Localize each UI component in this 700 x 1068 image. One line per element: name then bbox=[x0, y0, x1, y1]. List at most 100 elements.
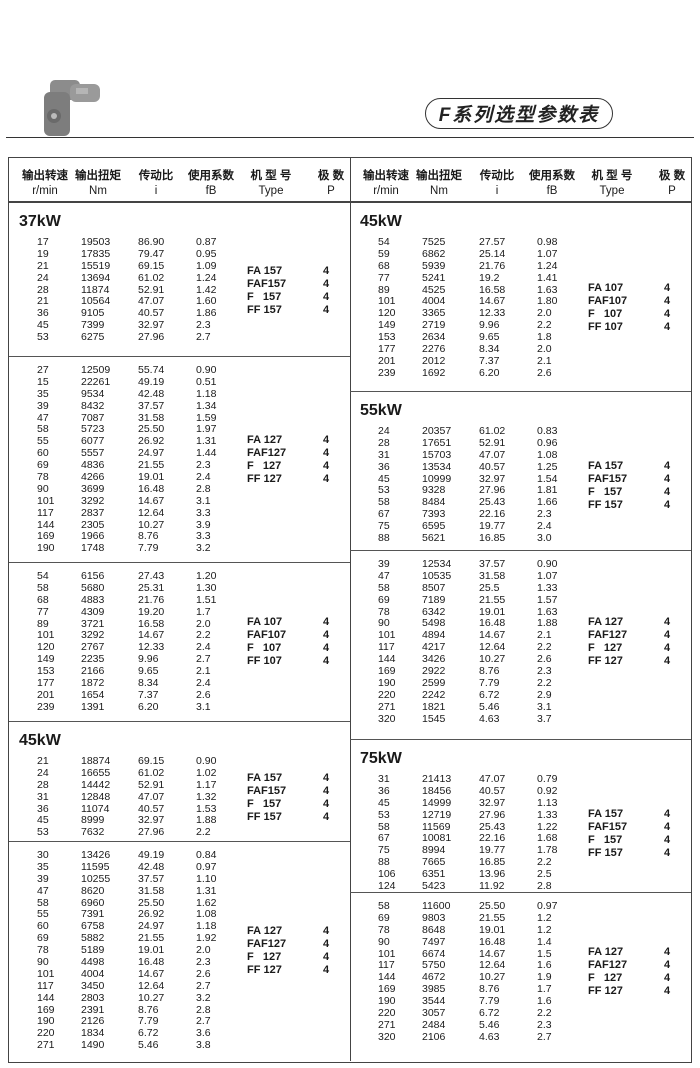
output-speed: 58 bbox=[378, 820, 390, 833]
output-speed: 169 bbox=[37, 1003, 55, 1016]
output-speed: 31 bbox=[37, 790, 49, 803]
output-torque: 6342 bbox=[422, 605, 446, 618]
table-row: 53 6275 27.96 2.7 bbox=[9, 331, 211, 344]
output-torque: 7665 bbox=[422, 856, 446, 869]
pole-count: 4 bbox=[323, 264, 330, 277]
output-speed: 60 bbox=[37, 447, 49, 460]
ratio: 37.57 bbox=[138, 872, 165, 885]
table-row: 24 13694 61.02 1.24 bbox=[9, 272, 216, 285]
output-torque: 2276 bbox=[422, 343, 446, 356]
service-factor: 2.1 bbox=[537, 354, 552, 367]
service-factor: 2.2 bbox=[537, 676, 552, 689]
ratio: 21.76 bbox=[138, 593, 165, 606]
output-torque: 7391 bbox=[81, 908, 105, 921]
output-speed: 53 bbox=[378, 808, 390, 821]
type-row: FF 107 4 bbox=[247, 655, 342, 668]
type-code: F 127 bbox=[588, 972, 623, 985]
table-row: 31 12848 47.07 1.32 bbox=[9, 790, 216, 804]
output-speed: 24 bbox=[37, 766, 49, 779]
service-factor: 1.2 bbox=[537, 911, 552, 924]
table-row: 27 12509 55.74 0.90 bbox=[9, 364, 216, 377]
ratio: 86.90 bbox=[138, 236, 165, 248]
power-group: 30 13426 49.19 0.84 35 11595 42.48 0.97 39 10255 3… bbox=[9, 842, 350, 1063]
output-torque: 2242 bbox=[422, 688, 446, 701]
ratio: 5.46 bbox=[479, 700, 500, 713]
service-factor: 1.68 bbox=[537, 832, 558, 845]
type-row: FA 157 4 bbox=[588, 808, 683, 821]
power-group: 58 11600 25.50 0.97 69 9803 21.55 1.2 78 8648 19.0… bbox=[350, 893, 691, 1063]
output-speed: 220 bbox=[378, 1007, 396, 1020]
service-factor: 2.4 bbox=[196, 471, 211, 484]
table-row: 28 17651 52.91 0.96 bbox=[350, 437, 557, 450]
service-factor: 1.33 bbox=[537, 581, 558, 594]
table-row: 149 2719 9.96 2.2 bbox=[350, 319, 552, 332]
output-torque: 6275 bbox=[81, 331, 105, 344]
type-row: FF 157 4 bbox=[588, 499, 683, 512]
ratio: 24.97 bbox=[138, 920, 165, 933]
pole-count: 4 bbox=[664, 459, 671, 472]
pole-count: 4 bbox=[323, 460, 330, 473]
output-speed: 117 bbox=[378, 959, 395, 972]
service-factor: 0.90 bbox=[537, 558, 558, 570]
table-row: 117 4217 12.64 2.2 bbox=[350, 641, 552, 654]
type-row: F 127 4 bbox=[247, 460, 342, 473]
output-torque: 5241 bbox=[422, 271, 446, 284]
pole-count: 4 bbox=[323, 964, 330, 977]
ratio: 79.47 bbox=[138, 247, 165, 260]
type-row: F 127 4 bbox=[247, 951, 342, 964]
output-speed: 201 bbox=[378, 354, 396, 367]
ratio: 12.33 bbox=[479, 307, 506, 320]
output-torque: 4672 bbox=[422, 971, 446, 984]
output-torque: 3450 bbox=[81, 979, 105, 992]
output-speed: 24 bbox=[378, 425, 390, 437]
service-factor: 2.3 bbox=[537, 665, 552, 678]
ratio: 7.37 bbox=[479, 354, 500, 367]
output-speed: 58 bbox=[378, 581, 390, 594]
column-header-zh: 输出转速 bbox=[363, 170, 409, 182]
output-speed: 68 bbox=[378, 259, 390, 272]
table-row: 69 5882 21.55 1.92 bbox=[9, 932, 216, 945]
service-factor: 2.0 bbox=[537, 343, 552, 356]
output-speed: 77 bbox=[378, 271, 390, 284]
table-row: 153 2166 9.65 2.1 bbox=[9, 665, 211, 678]
table-row: 101 4004 14.67 2.6 bbox=[9, 968, 211, 981]
service-factor: 1.7 bbox=[537, 983, 552, 996]
ratio: 6.72 bbox=[138, 1027, 159, 1040]
output-torque: 3057 bbox=[422, 1007, 446, 1020]
service-factor: 1.08 bbox=[537, 448, 558, 461]
table-row: 69 4836 21.55 2.3 bbox=[9, 459, 211, 472]
type-row: FF 127 4 bbox=[588, 985, 683, 998]
table-row: 149 2235 9.96 2.7 bbox=[9, 653, 211, 666]
service-factor: 1.34 bbox=[196, 399, 217, 412]
service-factor: 2.0 bbox=[196, 944, 211, 957]
service-factor: 1.57 bbox=[537, 593, 558, 606]
output-speed: 271 bbox=[37, 1039, 55, 1052]
table-row: 55 7391 26.92 1.08 bbox=[9, 908, 216, 921]
ratio: 31.58 bbox=[138, 411, 165, 424]
output-torque: 12509 bbox=[81, 364, 111, 376]
service-factor: 2.6 bbox=[537, 653, 552, 666]
data-rows: 54 6156 27.43 1.20 58 5680 25.31 1.30 68 4883 21.7… bbox=[9, 570, 216, 714]
output-torque: 1821 bbox=[422, 700, 446, 713]
ratio: 12.64 bbox=[138, 979, 165, 992]
service-factor: 3.7 bbox=[537, 712, 552, 725]
service-factor: 0.90 bbox=[196, 755, 217, 767]
power-rating: 55kW bbox=[360, 402, 402, 419]
output-torque: 5189 bbox=[81, 944, 105, 957]
service-factor: 3.9 bbox=[196, 518, 211, 531]
table-row: 45 8999 32.97 1.88 bbox=[9, 815, 216, 827]
output-torque: 6758 bbox=[81, 920, 105, 933]
type-code: FF 157 bbox=[247, 810, 282, 823]
table-row: 190 2126 7.79 2.7 bbox=[9, 1016, 211, 1028]
ratio: 16.85 bbox=[479, 856, 506, 869]
service-factor: 0.96 bbox=[537, 436, 558, 449]
service-factor: 3.2 bbox=[196, 542, 211, 555]
output-torque: 8507 bbox=[422, 581, 446, 594]
output-speed: 28 bbox=[37, 778, 49, 791]
power-group: 45kW 54 7525 27.57 0.98 59 6862 25.14 1.07 68 5939… bbox=[350, 203, 691, 392]
type-code: FF 127 bbox=[247, 473, 282, 486]
output-speed: 45 bbox=[37, 319, 49, 332]
output-speed: 153 bbox=[378, 331, 396, 344]
table-row: 21 18874 69.15 0.90 bbox=[9, 755, 216, 768]
ratio: 14.67 bbox=[479, 295, 506, 308]
